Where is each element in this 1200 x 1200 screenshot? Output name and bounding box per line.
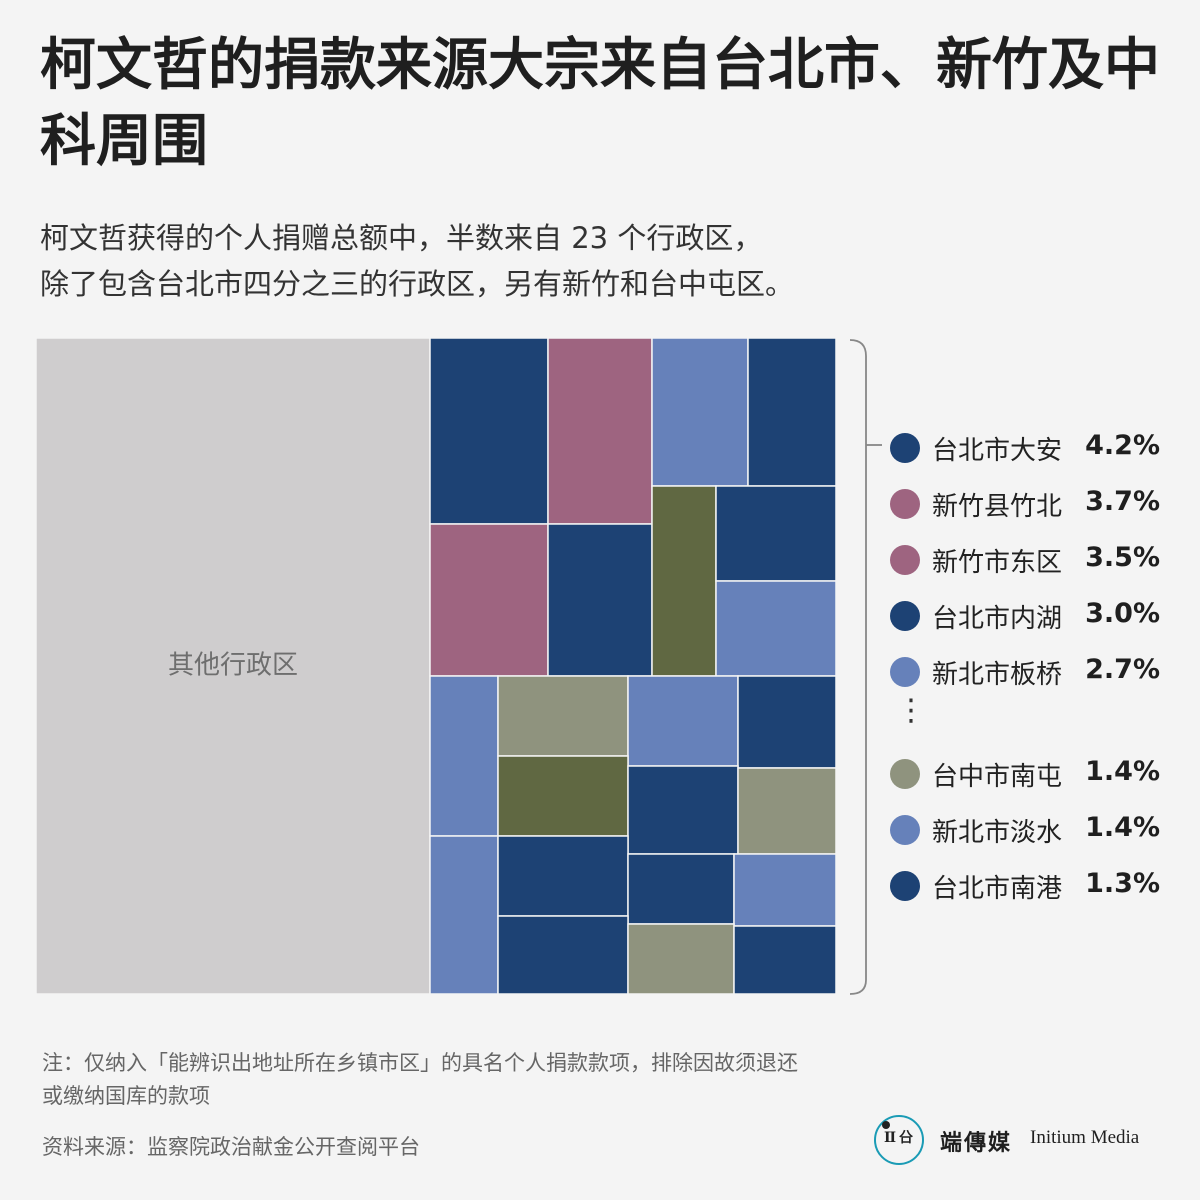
brand: II 㕣 端傳媒 Initium Media — [874, 1113, 1174, 1169]
treemap-tile — [627, 675, 739, 767]
legend-item: 新竹市东区 3.5% — [890, 540, 1180, 580]
subtitle-line-1: 柯文哲获得的个人捐赠总额中，半数来自 23 个行政区， — [40, 221, 763, 255]
legend-label: 新北市淡水 — [932, 818, 1063, 848]
legend-brace — [849, 339, 882, 995]
treemap-tile — [627, 923, 735, 994]
legend-ellipsis: ⋮ — [896, 693, 926, 728]
footnote-line-2: 或缴纳国库的款项 — [42, 1084, 210, 1108]
legend-value: 3.0% — [1085, 598, 1160, 629]
legend-label: 台北市大安 — [932, 436, 1063, 466]
legend-swatch — [890, 601, 920, 631]
legend-item: 台北市南港 1.3% — [890, 866, 1180, 906]
treemap-tile — [651, 338, 749, 487]
legend-label: 台北市内湖 — [932, 604, 1063, 634]
legend-item: 台中市南屯 1.4% — [890, 754, 1180, 794]
subtitle-line-2: 除了包含台北市四分之三的行政区，另有新竹和台中屯区。 — [40, 267, 795, 301]
treemap-tile — [497, 835, 629, 917]
legend-value: 2.7% — [1085, 654, 1160, 685]
treemap-tile — [547, 523, 653, 677]
legend-value: 1.4% — [1085, 756, 1160, 787]
legend-item: 新北市淡水 1.4% — [890, 810, 1180, 850]
treemap-tile — [747, 338, 836, 487]
treemap-tile — [497, 675, 629, 757]
treemap-tile — [547, 338, 653, 525]
treemap-chart: 其他行政区 — [36, 338, 836, 994]
treemap-tile — [429, 835, 499, 994]
legend-item: 新竹县竹北 3.7% — [890, 484, 1180, 524]
legend-label: 新竹县竹北 — [932, 492, 1063, 522]
legend-value: 1.4% — [1085, 812, 1160, 843]
legend-swatch — [890, 657, 920, 687]
treemap-tile — [429, 338, 549, 525]
legend-value: 3.5% — [1085, 542, 1160, 573]
treemap-tile — [429, 523, 549, 677]
footnote-line-1: 注：仅纳入「能辨识出地址所在乡镇市区」的具名个人捐款款项，排除因故须退还 — [42, 1051, 798, 1075]
treemap-tile — [715, 580, 836, 677]
data-source: 资料来源：监察院政治献金公开查阅平台 — [42, 1135, 420, 1159]
legend-label: 台北市南港 — [932, 874, 1063, 904]
treemap-tile — [737, 767, 836, 855]
legend-item: 台北市大安 4.2% — [890, 428, 1180, 468]
treemap-tile — [651, 485, 717, 677]
legend-label: 新竹市东区 — [932, 548, 1063, 578]
treemap-tile — [627, 765, 739, 855]
treemap-tile-other — [36, 338, 431, 994]
legend-label: 台中市南屯 — [932, 762, 1063, 792]
brand-logo-icon: II 㕣 — [874, 1115, 924, 1165]
treemap-tile — [737, 675, 836, 769]
treemap-tile — [733, 853, 836, 927]
treemap-tile — [497, 755, 629, 837]
legend-swatch — [890, 815, 920, 845]
legend-swatch — [890, 433, 920, 463]
chart-title: 柯文哲的捐款来源大宗来自台北市、新竹及中科周围 — [40, 33, 1160, 174]
legend-label: 新北市板桥 — [932, 660, 1063, 690]
legend-item: 新北市板桥 2.7% — [890, 652, 1180, 692]
brand-name-en: Initium Media — [1030, 1127, 1140, 1148]
treemap-tile — [497, 915, 629, 994]
legend-swatch — [890, 489, 920, 519]
treemap-tile — [715, 485, 836, 582]
legend-swatch — [890, 759, 920, 789]
brand-logo-dot — [882, 1121, 890, 1129]
legend-swatch — [890, 871, 920, 901]
brand-logo-glyph: II 㕣 — [884, 1130, 913, 1146]
legend-value: 3.7% — [1085, 486, 1160, 517]
legend-item: 台北市内湖 3.0% — [890, 596, 1180, 636]
treemap-tile — [733, 925, 836, 994]
treemap-tile — [627, 853, 735, 925]
legend-value: 4.2% — [1085, 430, 1160, 461]
treemap-tile — [429, 675, 499, 837]
chart-subtitle: 柯文哲获得的个人捐赠总额中，半数来自 23 个行政区， 除了包含台北市四分之三的… — [40, 215, 1160, 307]
legend-value: 1.3% — [1085, 868, 1160, 899]
legend-swatch — [890, 545, 920, 575]
footnote: 注：仅纳入「能辨识出地址所在乡镇市区」的具名个人捐款款项，排除因故须退还 或缴纳… — [42, 1047, 922, 1113]
treemap-label-other: 其他行政区 — [168, 651, 298, 681]
brand-name-cn: 端傳媒 — [940, 1130, 1013, 1156]
